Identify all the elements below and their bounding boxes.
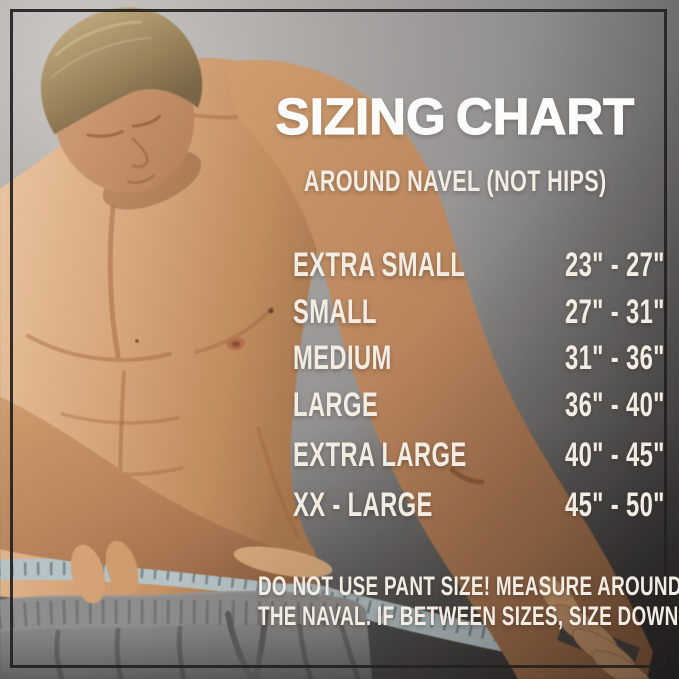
chart-subtitle: AROUND NAVEL (NOT HIPS) [245, 167, 665, 197]
size-range: 31" - 36" [565, 339, 665, 377]
size-label: MEDIUM [293, 339, 392, 377]
size-label: EXTRA SMALL [293, 246, 466, 284]
size-row-xx-large: XX - LARGE 45" - 50" [293, 486, 665, 528]
size-range: 45" - 50" [565, 486, 665, 524]
size-row-large: LARGE 36" - 40" [293, 386, 665, 428]
size-row-small: SMALL 27" - 31" [293, 293, 665, 335]
chart-subtitle-text: AROUND NAVEL (NOT HIPS) [303, 165, 607, 198]
size-row-medium: MEDIUM 31" - 36" [293, 339, 665, 381]
size-label: SMALL [293, 293, 377, 331]
measurement-note: DO NOT USE PANT SIZE! MEASURE AROUND THE… [258, 571, 679, 631]
size-row-extra-small: EXTRA SMALL 23" - 27" [293, 246, 665, 288]
sizing-chart-panel: SIZING CHART AROUND NAVEL (NOT HIPS) EXT… [245, 0, 679, 679]
size-label: XX - LARGE [293, 486, 433, 524]
size-range: 40" - 45" [565, 436, 665, 474]
note-line-1: DO NOT USE PANT SIZE! MEASURE AROUND [258, 571, 679, 601]
size-range: 27" - 31" [565, 293, 665, 331]
size-range: 36" - 40" [565, 386, 665, 424]
size-range: 23" - 27" [565, 246, 665, 284]
size-label: EXTRA LARGE [293, 436, 467, 474]
size-label: LARGE [293, 386, 379, 424]
border-frame [10, 9, 667, 668]
note-line-2: THE NAVAL. IF BETWEEN SIZES, SIZE DOWN. [258, 601, 679, 631]
chart-title: SIZING CHART [275, 88, 635, 145]
size-row-extra-large: EXTRA LARGE 40" - 45" [293, 436, 665, 478]
